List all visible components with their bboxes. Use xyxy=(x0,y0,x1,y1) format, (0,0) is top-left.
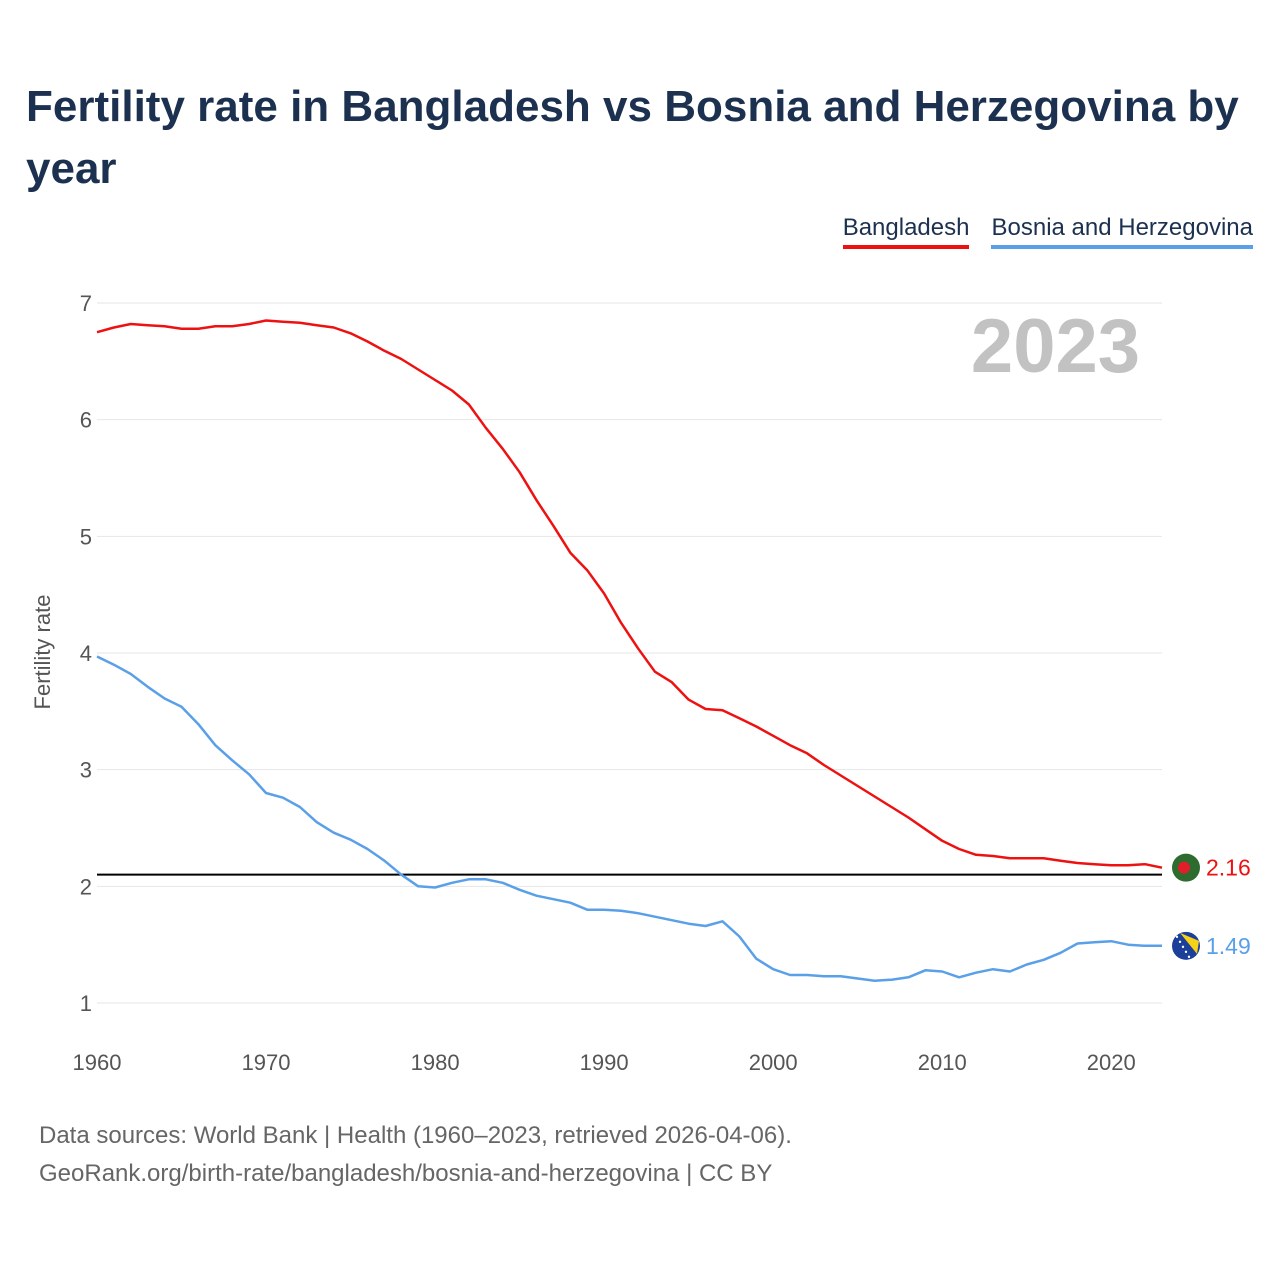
legend: Bangladesh Bosnia and Herzegovina xyxy=(842,213,1253,249)
bosnia-flag-star xyxy=(1175,935,1179,939)
x-tick-label: 1990 xyxy=(580,1050,629,1075)
x-tick-label: 1980 xyxy=(411,1050,460,1075)
legend-item-bosnia-and-herzegovina[interactable]: Bosnia and Herzegovina xyxy=(991,213,1253,249)
source-url: GeoRank.org/birth-rate/bangladesh/bosnia… xyxy=(39,1160,773,1187)
series-line-bangladesh xyxy=(96,319,1163,869)
y-tick-label: 6 xyxy=(80,408,92,433)
x-tick-label: 2000 xyxy=(749,1050,798,1075)
y-tick-label: 3 xyxy=(80,758,92,783)
x-tick-label: 2010 xyxy=(918,1050,967,1075)
x-tick-label: 1970 xyxy=(242,1050,291,1075)
y-tick-label: 2 xyxy=(80,874,92,899)
x-axis-ticks: 1960 1970 1980 1990 2000 2010 2020 xyxy=(73,1050,1136,1075)
year-watermark: 2023 xyxy=(971,304,1140,389)
bosnia-flag-star xyxy=(1181,945,1185,949)
y-axis-title: Fertility rate xyxy=(30,595,55,710)
y-axis-ticks: 1 2 3 4 5 6 7 xyxy=(80,291,92,1016)
x-tick-label: 2020 xyxy=(1087,1050,1136,1075)
series-line-bosnia-and-herzegovina xyxy=(96,655,1162,983)
end-value-label-bangladesh: 2.16 xyxy=(1206,855,1251,881)
bangladesh-flag-disc xyxy=(1178,861,1190,874)
end-markers: 2.16 1.49 xyxy=(1172,853,1251,960)
y-tick-label: 5 xyxy=(80,524,92,549)
legend-item-bangladesh[interactable]: Bangladesh xyxy=(842,213,970,249)
y-tick-label: 1 xyxy=(80,991,92,1016)
series-lines xyxy=(96,319,1163,983)
end-value-label-bosnia-and-herzegovina: 1.49 xyxy=(1206,933,1251,959)
bosnia-flag-triangle xyxy=(1180,932,1199,954)
y-tick-label: 7 xyxy=(80,291,92,316)
grid-lines xyxy=(97,302,1162,1004)
bosnia-flag-star xyxy=(1187,955,1191,959)
chart-title: Fertility rate in Bangladesh vs Bosnia a… xyxy=(26,82,1239,193)
data-source-note: Data sources: World Bank | Health (1960–… xyxy=(39,1122,792,1149)
bosnia-flag-icon xyxy=(1172,931,1200,960)
bosnia-flag-star xyxy=(1184,950,1188,954)
bosnia-flag-star xyxy=(1178,940,1182,944)
footer: Data sources: World Bank | Health (1960–… xyxy=(39,1117,792,1193)
x-tick-label: 1960 xyxy=(73,1050,122,1075)
y-tick-label: 4 xyxy=(80,641,92,666)
